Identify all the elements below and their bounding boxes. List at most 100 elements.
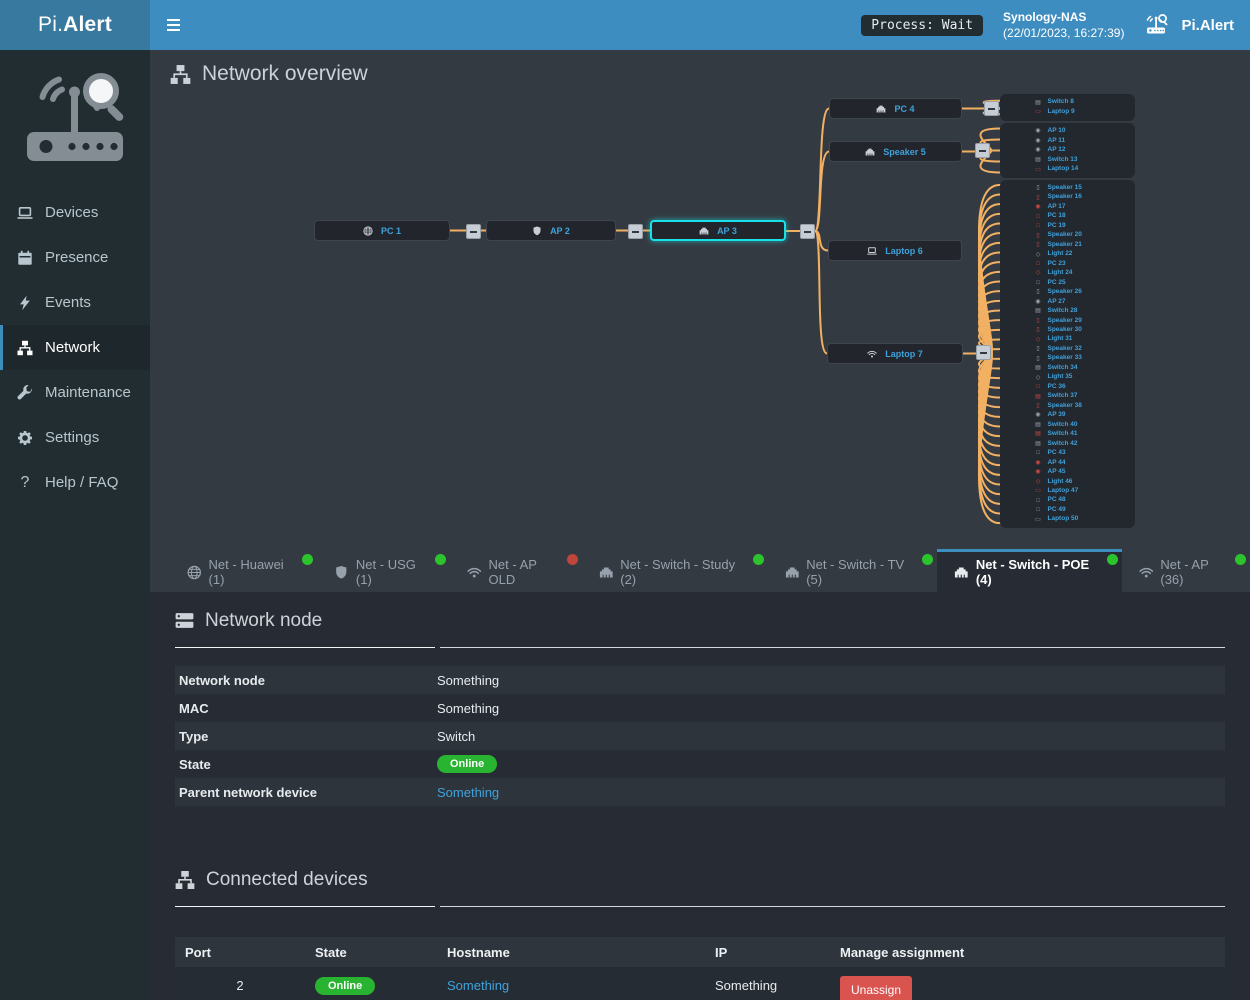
device-list-item[interactable]: ▯ Speaker 21 [1000, 241, 1135, 249]
device-list-item[interactable]: □ PC 23 [1000, 260, 1135, 268]
sidebar-item-maintenance[interactable]: Maintenance [0, 370, 150, 415]
device-list-item[interactable]: ◇ Light 24 [1000, 270, 1135, 277]
ethernet-icon [865, 148, 875, 155]
collapse-toggle-pc4c[interactable] [984, 101, 999, 116]
device-list-item[interactable]: ◉ AP 12 [1000, 147, 1135, 154]
device-list-item[interactable]: ▤ Switch 8 [1000, 99, 1135, 106]
device-list-item[interactable]: □ PC 49 [1000, 506, 1135, 514]
node-label: PC 4 [894, 103, 915, 114]
device-list-item[interactable]: ▯ Speaker 38 [1000, 402, 1135, 410]
device-list-item[interactable]: ▭ Laptop 47 [1000, 487, 1135, 495]
laptop-device-icon: ▭ [1035, 109, 1041, 116]
globe-icon [363, 225, 373, 236]
sidebar-item-network[interactable]: Network [0, 325, 150, 370]
device-list-item[interactable]: ◉ AP 10 [1000, 128, 1135, 135]
device-list-item[interactable]: ▯ Speaker 30 [1000, 326, 1135, 334]
device-list-item[interactable]: ▯ Speaker 33 [1000, 355, 1135, 362]
diagram-node-ap3[interactable]: AP 3 [650, 220, 786, 241]
device-list-item[interactable]: ▯ Speaker 15 [1000, 183, 1135, 192]
node-label: PC 1 [380, 225, 401, 236]
sidebar-item-presence[interactable]: Presence [0, 235, 150, 280]
device-list-item[interactable]: ◇ Light 22 [1000, 251, 1135, 258]
device-list-item[interactable]: ▭ Laptop 14 [1000, 166, 1135, 173]
pc-device-icon: □ [1036, 507, 1040, 514]
device-list-item[interactable]: ▯ Speaker 29 [1000, 317, 1135, 325]
content-area: Network overview PC 1 AP 2 AP 3 PC 4 Speaker… [150, 50, 1250, 1000]
ap-device-icon: ◉ [1035, 298, 1041, 305]
tab-net-switch-poe-4[interactable]: Net - Switch - POE (4) [937, 549, 1122, 592]
navbar-brand[interactable]: Pi.Alert [1144, 13, 1234, 37]
device-label: PC 19 [1047, 221, 1066, 229]
divider [175, 906, 1225, 907]
process-status-badge: Process: Wait [861, 14, 984, 36]
device-list-item[interactable]: □ PC 19 [1000, 221, 1135, 230]
diagram-node-pc4[interactable]: PC 4 [829, 98, 962, 119]
device-list-item[interactable]: ◉ AP 11 [1000, 137, 1135, 145]
sidebar-item-help-faq[interactable]: ? Help / FAQ [0, 460, 150, 505]
ethernet-icon [877, 105, 886, 112]
device-list-item[interactable]: ▭ Laptop 50 [1000, 516, 1135, 523]
tab-net-usg-1[interactable]: Net - USG (1) [317, 549, 450, 592]
pc-device-icon: □ [1036, 279, 1040, 286]
device-list-item[interactable]: ▤ Switch 40 [1000, 421, 1135, 429]
device-list-item[interactable]: □ PC 18 [1000, 213, 1135, 220]
tab-net-huawei-1[interactable]: Net - Huawei (1) [170, 549, 317, 592]
device-list-item[interactable]: ◇ Light 46 [1000, 478, 1135, 486]
sidebar-item-devices[interactable]: Devices [0, 190, 150, 235]
device-label: Light 24 [1047, 269, 1073, 277]
device-list-item[interactable]: ◇ Light 35 [1000, 374, 1135, 381]
device-list-item[interactable]: ▯ Speaker 16 [1000, 194, 1135, 201]
device-list-item[interactable]: ▤ Switch 42 [1000, 440, 1135, 448]
sidebar-item-events[interactable]: Events [0, 280, 150, 325]
tab-net-ap-36[interactable]: Net - AP (36) [1122, 549, 1250, 592]
tab-net-switch-study-2[interactable]: Net - Switch - Study (2) [582, 549, 768, 592]
device-list-item[interactable]: ◉ AP 44 [1000, 459, 1135, 467]
hostname-link[interactable]: Something [447, 978, 510, 993]
device-list-item[interactable]: □ PC 48 [1000, 497, 1135, 504]
diagram-node-ap2[interactable]: AP 2 [486, 220, 616, 241]
ethernet-icon [955, 566, 968, 578]
diagram-node-pc1[interactable]: PC 1 [314, 220, 450, 241]
sidebar-toggle-button[interactable] [150, 0, 196, 50]
sidebar-item-settings[interactable]: Settings [0, 415, 150, 460]
switch-device-icon: ▤ [1035, 421, 1041, 428]
device-list-item[interactable]: ▤ Switch 34 [1000, 364, 1135, 372]
ap-device-icon: ◉ [1035, 147, 1041, 154]
collapse-toggle-pc1c[interactable] [466, 224, 481, 239]
device-list-item[interactable]: ◉ AP 27 [1000, 298, 1135, 306]
device-list-item[interactable]: ▤ Switch 41 [1000, 431, 1135, 438]
device-list-item[interactable]: ◉ AP 17 [1000, 203, 1135, 211]
device-list-item[interactable]: ◉ AP 39 [1000, 412, 1135, 419]
device-label: Speaker 15 [1047, 183, 1082, 191]
device-list-item[interactable]: □ PC 25 [1000, 279, 1135, 287]
column-header-manage-assignment: Manage assignment [840, 944, 965, 960]
device-list-item[interactable]: ▯ Speaker 26 [1000, 289, 1135, 296]
device-list-item[interactable]: ◉ AP 45 [1000, 469, 1135, 476]
network-node-title-label: Network node [205, 610, 323, 631]
device-list-item[interactable]: □ PC 36 [1000, 383, 1135, 391]
navbar-brand-label: Pi.Alert [1181, 16, 1234, 34]
diagram-node-laptop6[interactable]: Laptop 6 [828, 240, 962, 261]
device-label: PC 48 [1047, 496, 1066, 504]
device-list-item[interactable]: ▤ Switch 13 [1000, 156, 1135, 164]
device-list-item[interactable]: ▯ Speaker 20 [1000, 232, 1135, 239]
unassign-button[interactable]: Unassign [840, 975, 913, 1000]
collapse-toggle-ap2c[interactable] [628, 224, 643, 239]
diagram-node-speaker5[interactable]: Speaker 5 [829, 141, 962, 162]
wrench-icon [17, 384, 32, 399]
device-list-item[interactable]: ▤ Switch 28 [1000, 308, 1135, 315]
collapse-toggle-laptop7c[interactable] [976, 345, 991, 360]
device-list-item[interactable]: ▭ Laptop 9 [1000, 109, 1135, 116]
collapse-toggle-ap3c[interactable] [800, 224, 815, 239]
node-label: Laptop 6 [885, 245, 923, 256]
device-list-item[interactable]: ▤ Switch 37 [1000, 393, 1135, 400]
diagram-node-laptop7[interactable]: Laptop 7 [827, 343, 963, 364]
light-device-icon: ◇ [1035, 251, 1041, 258]
device-list-item[interactable]: □ PC 43 [1000, 450, 1135, 457]
parent-device-link[interactable]: Something [437, 784, 500, 800]
tab-net-switch-tv-5[interactable]: Net - Switch - TV (5) [768, 549, 938, 592]
collapse-toggle-speaker5c[interactable] [975, 143, 990, 158]
device-list-item[interactable]: ◇ Light 31 [1000, 336, 1135, 343]
device-list-item[interactable]: ▯ Speaker 32 [1000, 345, 1135, 353]
tab-net-ap-old[interactable]: Net - AP OLD [450, 549, 582, 592]
